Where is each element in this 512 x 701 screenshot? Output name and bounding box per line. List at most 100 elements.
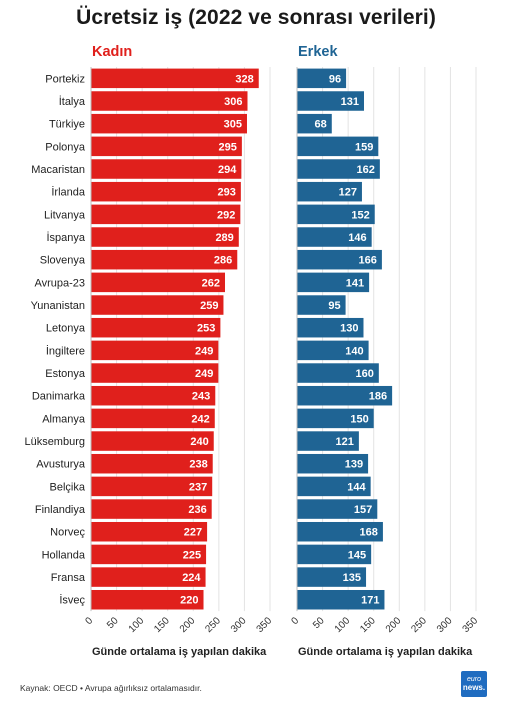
category-label-finlandiya: Finlandiya <box>35 504 86 516</box>
x-axis-title-kadin: Günde ortalama iş yapılan dakika <box>92 646 267 658</box>
bar-erkek-fransa <box>297 567 367 587</box>
bar-erkek-danimarka <box>297 385 393 406</box>
data-label-erkek-avrupa-23: 141 <box>346 277 364 289</box>
data-label-erkek-i-sve: 171 <box>361 595 379 607</box>
bar-kadin-portekiz <box>91 68 259 89</box>
category-label-almanya: Almanya <box>42 413 86 425</box>
category-label-t-rkiye: Türkiye <box>49 119 85 131</box>
data-label-erkek-almanya: 150 <box>350 413 368 425</box>
data-label-erkek-i-talya: 131 <box>341 96 359 108</box>
data-label-kadin-finlandiya: 236 <box>188 504 206 516</box>
bar-kadin-litvanya <box>91 204 241 225</box>
bar-erkek-slovenya <box>297 249 382 270</box>
panel-title-kadin: Kadın <box>92 44 133 60</box>
bar-erkek-i-sve <box>297 589 385 610</box>
data-label-erkek-i-spanya: 146 <box>348 232 366 244</box>
bar-kadin-avusturya <box>91 453 213 474</box>
data-label-kadin-l-ksemburg: 240 <box>190 436 208 448</box>
bar-kadin-avrupa-23 <box>91 272 225 293</box>
bar-erkek-finlandiya <box>297 499 378 519</box>
bar-erkek-avusturya <box>297 453 369 474</box>
data-label-kadin-danimarka: 243 <box>192 391 210 403</box>
bar-kadin-hollanda <box>91 544 207 565</box>
logo-text-line1: euro <box>466 676 481 683</box>
data-label-erkek-bel-ika: 144 <box>347 481 366 493</box>
bar-erkek-i-talya <box>297 91 364 111</box>
bar-erkek-hollanda <box>297 544 372 565</box>
panel-title-erkek: Erkek <box>298 44 338 60</box>
bar-kadin-slovenya <box>91 249 238 270</box>
bar-erkek-i-ngiltere <box>297 340 369 361</box>
bar-erkek-almanya <box>297 408 374 429</box>
data-label-kadin-letonya: 253 <box>197 323 215 335</box>
category-label-norve: Norveç <box>50 527 85 539</box>
source-note: Kaynak: OECD • Avrupa ağırlıksız ortalam… <box>20 683 202 693</box>
bar-kadin-l-ksemburg <box>91 431 214 451</box>
bar-kadin-yunanistan <box>91 295 224 315</box>
bar-kadin-norve <box>91 521 208 542</box>
bar-kadin-i-talya <box>91 91 248 111</box>
x-tick-label-kadin-0: 0 <box>83 615 95 627</box>
data-label-kadin-estonya: 249 <box>195 368 213 380</box>
logo-text-line2: news. <box>462 683 486 692</box>
bar-erkek-l-ksemburg <box>297 431 359 451</box>
data-label-kadin-bel-ika: 237 <box>189 481 207 493</box>
data-label-erkek-danimarka: 186 <box>369 391 387 403</box>
bar-erkek-polonya <box>297 136 379 157</box>
data-label-erkek-slovenya: 166 <box>359 255 377 267</box>
category-label-portekiz: Portekiz <box>45 73 85 85</box>
category-label-i-rlanda: İrlanda <box>51 186 86 199</box>
category-label-polonya: Polonya <box>45 141 86 153</box>
data-label-kadin-yunanistan: 259 <box>200 300 218 312</box>
bar-kadin-almanya <box>91 408 215 429</box>
data-label-kadin-avrupa-23: 262 <box>202 277 220 289</box>
data-label-kadin-i-ngiltere: 249 <box>195 345 213 357</box>
bar-erkek-portekiz <box>297 68 347 89</box>
data-label-erkek-yunanistan: 95 <box>328 300 340 312</box>
data-label-kadin-avusturya: 238 <box>189 459 207 471</box>
x-tick-label-erkek-250: 250 <box>409 615 429 635</box>
data-label-erkek-norve: 168 <box>360 527 378 539</box>
bar-kadin-macaristan <box>91 159 242 179</box>
bar-kadin-i-ngiltere <box>91 340 219 361</box>
x-tick-label-kadin-100: 100 <box>127 615 147 635</box>
x-tick-label-kadin-350: 350 <box>255 615 275 635</box>
x-tick-label-erkek-0: 0 <box>289 615 301 627</box>
category-label-avrupa-23: Avrupa-23 <box>34 277 85 289</box>
data-label-kadin-portekiz: 328 <box>235 73 253 85</box>
bar-kadin-fransa <box>91 567 206 587</box>
category-label-fransa: Fransa <box>51 572 86 584</box>
x-tick-label-kadin-150: 150 <box>152 615 172 635</box>
x-tick-label-kadin-200: 200 <box>178 615 198 635</box>
bar-kadin-danimarka <box>91 385 216 406</box>
data-label-erkek-portekiz: 96 <box>329 73 341 85</box>
data-label-kadin-polonya: 295 <box>219 141 237 153</box>
data-label-kadin-macaristan: 294 <box>218 164 237 176</box>
x-tick-label-erkek-350: 350 <box>461 615 481 635</box>
euronews-logo: euro news. <box>461 671 487 697</box>
x-axis-title-erkek: Günde ortalama iş yapılan dakika <box>298 646 473 658</box>
data-label-erkek-macaristan: 162 <box>356 164 374 176</box>
data-label-kadin-fransa: 224 <box>182 572 201 584</box>
data-label-erkek-finlandiya: 157 <box>354 504 372 516</box>
data-label-erkek-l-ksemburg: 121 <box>336 436 354 448</box>
category-label-slovenya: Slovenya <box>40 255 86 267</box>
data-label-erkek-i-ngiltere: 140 <box>345 345 363 357</box>
data-label-kadin-norve: 227 <box>184 527 202 539</box>
x-tick-label-erkek-200: 200 <box>384 615 404 635</box>
x-tick-label-erkek-300: 300 <box>435 615 455 635</box>
category-label-i-sve: İsveç <box>59 594 85 607</box>
data-label-kadin-i-talya: 306 <box>224 96 242 108</box>
bar-erkek-yunanistan <box>297 295 346 315</box>
category-label-danimarka: Danimarka <box>32 391 86 403</box>
bar-erkek-letonya <box>297 317 364 338</box>
bar-erkek-i-rlanda <box>297 181 362 202</box>
bar-kadin-i-rlanda <box>91 181 241 202</box>
category-label-avusturya: Avusturya <box>36 459 86 471</box>
data-label-kadin-i-sve: 220 <box>180 595 198 607</box>
data-label-kadin-almanya: 242 <box>191 413 209 425</box>
bar-erkek-macaristan <box>297 159 380 179</box>
data-label-kadin-i-rlanda: 293 <box>217 187 235 199</box>
category-label-i-talya: İtalya <box>59 95 86 108</box>
category-label-letonya: Letonya <box>46 323 86 335</box>
